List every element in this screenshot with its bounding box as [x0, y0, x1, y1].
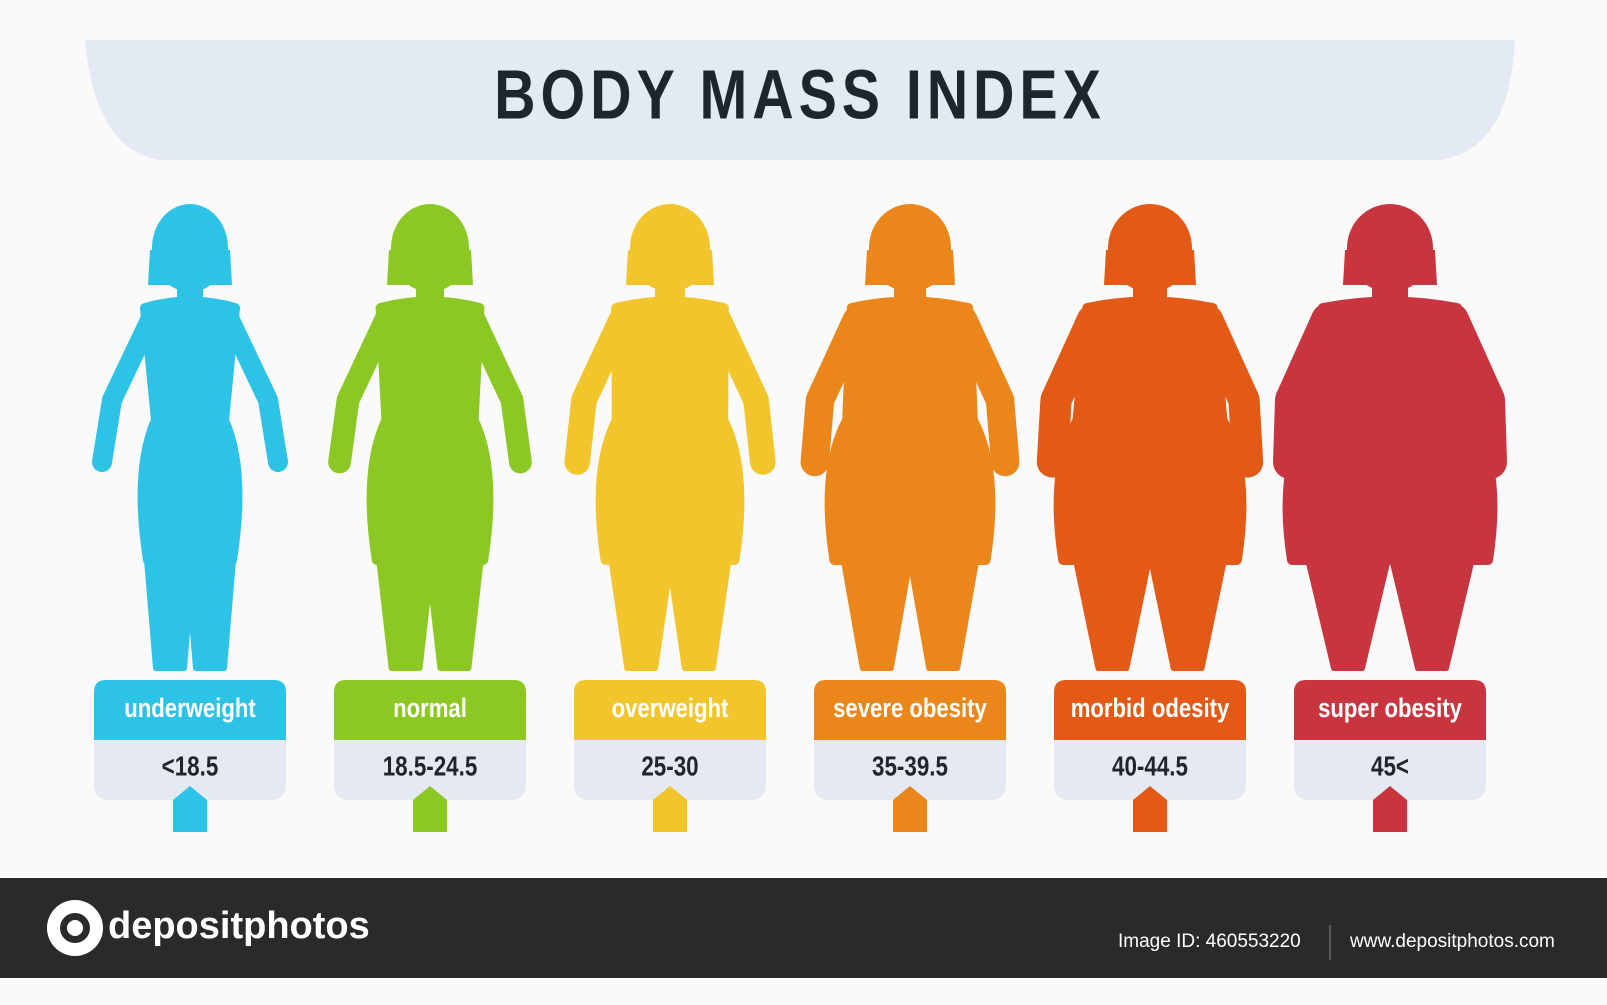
hair: [1104, 250, 1196, 285]
label-box: [574, 680, 766, 740]
torso: [137, 296, 243, 565]
pointer: [1373, 786, 1407, 832]
hair: [626, 250, 714, 285]
figure: [1036, 204, 1264, 671]
category-label: normal: [393, 694, 467, 724]
label-box: [1294, 680, 1486, 740]
category-label: severe obesity: [833, 694, 987, 724]
torso: [1053, 296, 1247, 565]
figure: [328, 204, 532, 671]
arm: [463, 308, 532, 474]
label-box: [814, 680, 1006, 740]
torso: [824, 296, 996, 565]
title: BODY MASS INDEX: [494, 55, 1106, 134]
hair: [1343, 250, 1437, 285]
range-label: 35-39.5: [872, 751, 948, 782]
label-box: [1054, 680, 1246, 740]
arm: [949, 305, 1020, 477]
figures: underweight <18.5 normal 18.5-24.5 overweigh…: [92, 204, 1507, 832]
arm: [92, 310, 160, 472]
pointer: [653, 786, 687, 832]
category-label: underweight: [124, 694, 256, 724]
category-label: super obesity: [1318, 694, 1462, 724]
pointer: [893, 786, 927, 832]
range-label: 25-30: [641, 751, 698, 782]
figure: [564, 204, 776, 671]
label-box: [94, 680, 286, 740]
hair: [148, 250, 232, 285]
arm: [328, 308, 397, 474]
hair: [387, 250, 473, 285]
label-box: [334, 680, 526, 740]
arm: [564, 307, 634, 475]
range-label: 40-44.5: [1112, 751, 1188, 782]
hair: [865, 250, 955, 285]
brand-logo-dot: [67, 920, 83, 936]
category-label: morbid odesity: [1071, 694, 1230, 724]
torso: [366, 296, 494, 565]
arm: [220, 310, 288, 472]
header-banner: [85, 40, 1515, 160]
torso: [1282, 296, 1498, 565]
pointer: [413, 786, 447, 832]
range-label: 18.5-24.5: [383, 751, 478, 782]
figure: [800, 204, 1020, 671]
pointer: [173, 786, 207, 832]
arm: [800, 305, 871, 477]
torso: [595, 296, 745, 565]
figure: [92, 204, 288, 671]
brand: depositphotos: [108, 905, 370, 947]
footer-bar: [0, 878, 1607, 978]
figure: [1273, 204, 1507, 671]
range-label: <18.5: [162, 751, 219, 782]
image-id: Image ID: 460553220: [1118, 931, 1301, 952]
pointer: [1133, 786, 1167, 832]
category-label: overweight: [612, 694, 729, 724]
range-label: 45<: [1371, 751, 1409, 782]
arm: [706, 307, 776, 475]
site-url: www.depositphotos.com: [1349, 931, 1555, 952]
